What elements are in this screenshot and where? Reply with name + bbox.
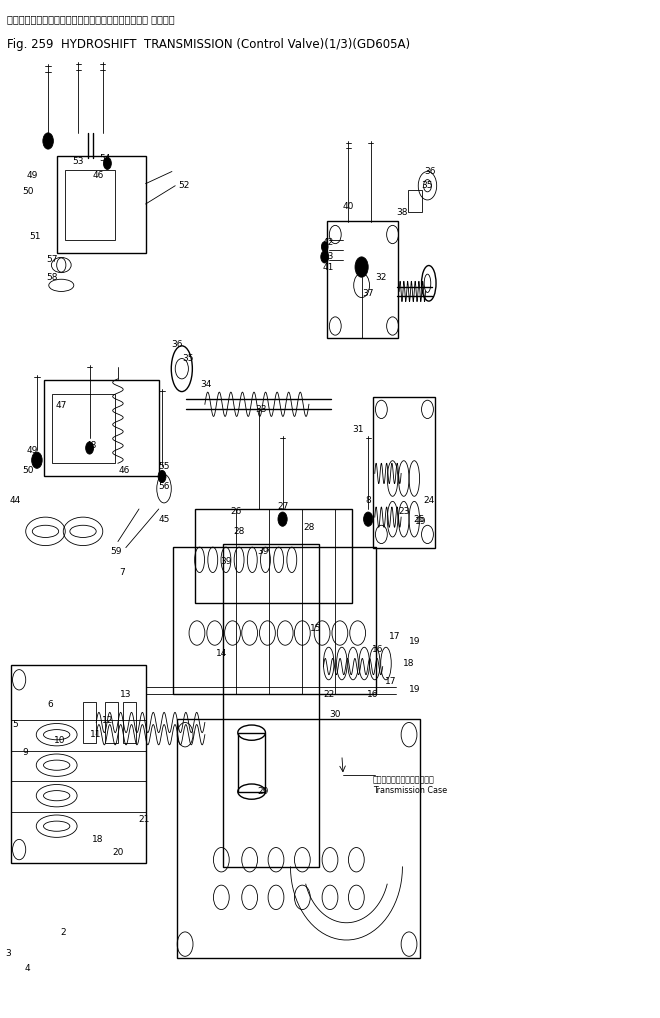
Text: 28: 28	[234, 527, 245, 535]
Text: 47: 47	[55, 401, 67, 410]
Text: 39: 39	[257, 548, 269, 556]
Bar	[52, 394, 115, 463]
Text: 50: 50	[22, 187, 34, 196]
Text: 16: 16	[372, 644, 383, 654]
Text: トランスミッション　ケース
Transmission Case: トランスミッション ケース Transmission Case	[373, 776, 447, 795]
Circle shape	[355, 257, 368, 277]
Bar	[373, 397, 436, 548]
Text: 45: 45	[158, 515, 170, 523]
Text: 11: 11	[90, 730, 102, 739]
Text: 53: 53	[73, 157, 84, 166]
Text: 6: 6	[48, 699, 53, 709]
Bar	[105, 702, 118, 743]
Text: 39: 39	[220, 558, 232, 566]
Text: 37: 37	[362, 289, 374, 298]
Bar	[195, 509, 352, 603]
Bar	[408, 189, 422, 212]
Text: 30: 30	[329, 710, 341, 719]
Circle shape	[32, 452, 42, 468]
Text: 41: 41	[323, 263, 335, 272]
Circle shape	[104, 157, 112, 169]
Text: 29: 29	[257, 787, 269, 796]
Text: 2: 2	[61, 928, 66, 938]
Text: 18: 18	[92, 835, 104, 844]
Text: 35: 35	[183, 354, 194, 363]
Text: 13: 13	[120, 689, 131, 698]
Text: 24: 24	[423, 497, 434, 505]
Text: 9: 9	[23, 748, 28, 757]
Text: 25: 25	[413, 515, 424, 523]
Text: 40: 40	[343, 202, 354, 211]
Text: 4: 4	[24, 964, 30, 973]
Text: 52: 52	[178, 181, 189, 190]
Text: 34: 34	[201, 381, 212, 390]
Bar	[327, 221, 398, 338]
Text: 7: 7	[119, 567, 125, 576]
Text: 50: 50	[22, 466, 34, 474]
Text: 16: 16	[367, 689, 379, 698]
Text: 8: 8	[366, 497, 371, 505]
Circle shape	[43, 133, 53, 149]
Text: 33: 33	[255, 405, 267, 414]
Bar	[44, 380, 159, 476]
Text: 3: 3	[6, 949, 11, 958]
Text: 19: 19	[415, 517, 426, 525]
Text: 10: 10	[54, 736, 66, 745]
Circle shape	[321, 241, 328, 251]
Circle shape	[321, 250, 329, 263]
Text: 19: 19	[409, 685, 420, 694]
Text: 12: 12	[102, 716, 113, 725]
Text: 36: 36	[172, 340, 183, 349]
Text: 59: 59	[110, 548, 121, 556]
Text: 48: 48	[86, 442, 97, 451]
Text: 23: 23	[398, 507, 409, 515]
Bar	[65, 170, 115, 239]
Circle shape	[278, 512, 287, 526]
Text: 43: 43	[323, 252, 335, 262]
Circle shape	[158, 470, 166, 483]
Text: 46: 46	[119, 466, 130, 474]
Text: 28: 28	[303, 523, 315, 531]
Text: 42: 42	[323, 238, 335, 247]
Text: 46: 46	[92, 171, 104, 180]
Text: 38: 38	[397, 208, 408, 217]
Text: 35: 35	[422, 181, 433, 190]
Text: 51: 51	[29, 232, 41, 241]
Text: 5: 5	[13, 720, 18, 729]
Text: 27: 27	[277, 503, 288, 511]
Text: Fig. 259  HYDROSHIFT  TRANSMISSION (Control Valve)(1/3)(GD605A): Fig. 259 HYDROSHIFT TRANSMISSION (Contro…	[7, 39, 411, 51]
Text: 21: 21	[139, 814, 150, 824]
Text: 54: 54	[99, 154, 110, 163]
Bar	[57, 156, 146, 252]
Text: 36: 36	[424, 167, 436, 176]
Bar	[223, 544, 319, 867]
Text: 58: 58	[46, 273, 58, 282]
Bar	[123, 702, 136, 743]
Text: 56: 56	[158, 483, 170, 491]
Text: 14: 14	[216, 648, 227, 658]
Circle shape	[364, 512, 373, 526]
Text: 55: 55	[158, 462, 170, 470]
Bar	[174, 547, 376, 694]
Text: 49: 49	[26, 171, 38, 180]
Text: 44: 44	[9, 497, 21, 505]
Bar	[11, 665, 146, 863]
Text: 32: 32	[376, 273, 387, 282]
Text: 20: 20	[112, 848, 123, 857]
Text: 17: 17	[389, 631, 401, 640]
Text: 17: 17	[385, 677, 397, 686]
Text: 15: 15	[310, 624, 321, 633]
Text: 19: 19	[409, 636, 420, 645]
Text: 26: 26	[231, 507, 242, 515]
Circle shape	[86, 442, 94, 454]
Bar	[83, 702, 96, 743]
Text: 57: 57	[46, 256, 58, 265]
Text: 49: 49	[26, 446, 38, 454]
Text: ハイドロシフト　トランスミッション（コントロール バルブ）: ハイドロシフト トランスミッション（コントロール バルブ）	[7, 14, 175, 24]
Text: 18: 18	[403, 659, 414, 668]
Text: 22: 22	[323, 689, 335, 698]
Bar	[238, 733, 265, 792]
Text: 31: 31	[352, 426, 364, 435]
Bar	[177, 720, 420, 958]
